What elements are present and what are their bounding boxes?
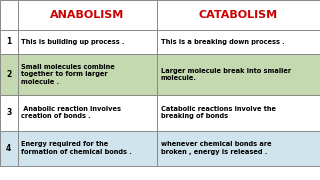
Bar	[157, 94, 320, 130]
Bar	[18, 0, 157, 30]
Text: CATABOLISM: CATABOLISM	[199, 10, 278, 20]
Text: Catabolic reactions involve the
breaking of bonds: Catabolic reactions involve the breaking…	[161, 106, 276, 119]
Bar	[157, 130, 320, 166]
Bar	[157, 54, 320, 94]
Text: Anabolic reaction involves
creation of bonds .: Anabolic reaction involves creation of b…	[21, 106, 122, 119]
Bar	[0, 30, 18, 54]
Text: Small molecules combine
together to form larger
molecule .: Small molecules combine together to form…	[21, 64, 115, 85]
Bar	[0, 94, 18, 130]
Bar	[0, 0, 18, 30]
Bar	[157, 0, 320, 30]
Text: 2: 2	[6, 70, 12, 79]
Text: 1: 1	[6, 37, 12, 46]
Text: ANABOLISM: ANABOLISM	[50, 10, 124, 20]
Text: This is building up process .: This is building up process .	[21, 39, 125, 45]
Bar	[157, 30, 320, 54]
Bar	[0, 54, 18, 94]
Text: Energy required for the
formation of chemical bonds .: Energy required for the formation of che…	[21, 141, 132, 155]
Text: whenever chemical bonds are
broken , energy is released .: whenever chemical bonds are broken , ene…	[161, 141, 271, 155]
Text: 4: 4	[6, 144, 12, 153]
Bar	[18, 130, 157, 166]
Text: Larger molecule break into smaller
molecule.: Larger molecule break into smaller molec…	[161, 68, 291, 81]
Text: 3: 3	[6, 108, 12, 117]
Text: This is a breaking down process .: This is a breaking down process .	[161, 39, 284, 45]
Bar	[0, 130, 18, 166]
Bar	[18, 30, 157, 54]
Bar	[18, 94, 157, 130]
Bar	[18, 54, 157, 94]
